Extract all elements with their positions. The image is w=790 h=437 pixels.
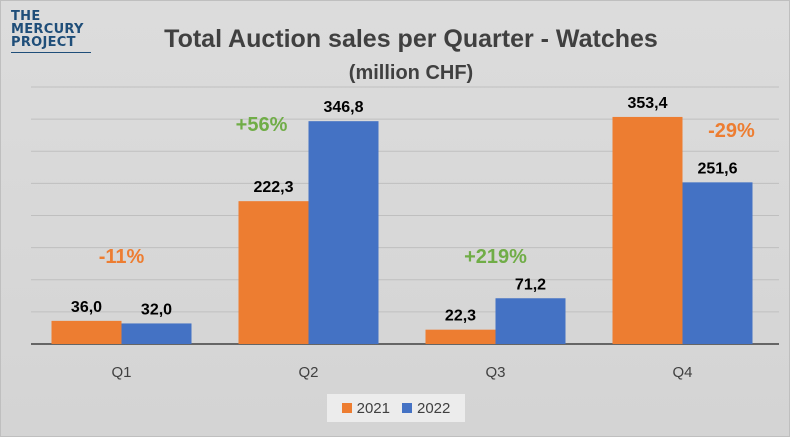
data-label-2021-Q2: 222,3: [253, 179, 293, 196]
data-label-2022-Q4: 251,6: [697, 160, 737, 177]
data-label-2022-Q2: 346,8: [323, 99, 363, 116]
data-label-2022-Q3: 71,2: [515, 276, 546, 293]
legend-item-2022: 2022: [402, 400, 450, 417]
logo-line-3: PROJECT: [11, 35, 76, 50]
mercury-project-logo: THE MERCURY PROJECT: [11, 10, 91, 53]
bar-2021-Q1: [51, 320, 122, 344]
growth-annotation-Q3: +219%: [464, 246, 527, 268]
bar-2021-Q3: [425, 329, 496, 344]
bar-2022-Q3: [495, 298, 566, 344]
growth-annotation-Q2: +56%: [236, 114, 288, 136]
legend-label-2022: 2022: [417, 399, 451, 417]
x-tick-label-Q2: Q2: [298, 364, 318, 381]
chart-legend: 2021 2022: [327, 394, 465, 422]
data-label-2021-Q3: 22,3: [445, 308, 476, 325]
x-tick-label-Q4: Q4: [672, 364, 692, 381]
logo-line-2: MERCURY: [11, 22, 84, 37]
logo-line-1: THE: [11, 9, 41, 24]
legend-swatch-2021: [341, 403, 352, 413]
legend-label-2021: 2021: [356, 399, 390, 417]
bar-2022-Q2: [308, 121, 379, 344]
x-tick-label-Q3: Q3: [485, 364, 505, 381]
bar-2022-Q4: [682, 182, 753, 344]
bar-2021-Q2: [238, 201, 309, 344]
bar-2021-Q4: [612, 116, 683, 345]
legend-swatch-2022: [402, 403, 412, 413]
legend-item-2021: 2021: [341, 399, 390, 417]
logo-underline: [11, 52, 91, 53]
chart-subtitle: (million CHF): [348, 62, 474, 84]
bar-2022-Q1: [121, 323, 192, 344]
chart-title: Total Auction sales per Quarter - Watche…: [164, 25, 658, 53]
data-label-2021-Q1: 36,0: [71, 299, 102, 316]
data-label-2021-Q4: 353,4: [627, 95, 667, 112]
growth-annotation-Q1: -11%: [99, 246, 145, 268]
growth-annotation-Q4: -29%: [708, 120, 755, 142]
data-label-2022-Q1: 32,0: [141, 301, 172, 318]
x-tick-label-Q1: Q1: [111, 364, 131, 381]
